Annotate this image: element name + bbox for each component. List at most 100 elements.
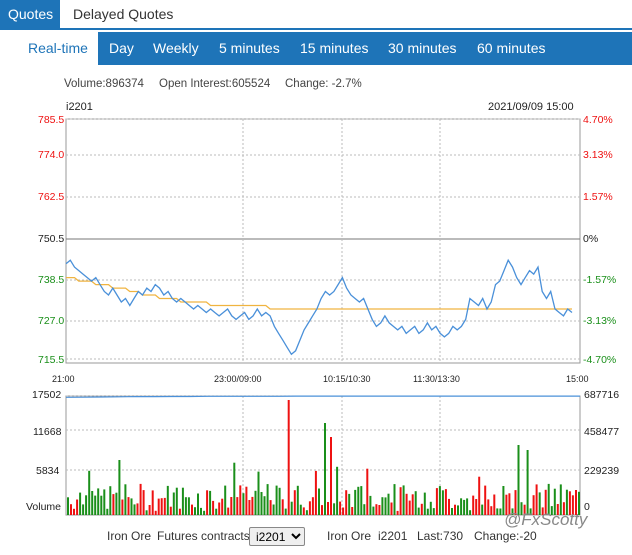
volume-bar	[221, 498, 224, 515]
volume-bar	[266, 484, 269, 515]
oi-axis-label: 0	[584, 501, 590, 513]
volume-bar	[263, 496, 266, 515]
price-label: 715.5	[38, 354, 65, 366]
volume-bar	[85, 495, 88, 515]
volume-bar	[565, 489, 568, 515]
oi-axis-label: 229239	[584, 465, 620, 477]
volume-bar	[444, 489, 447, 515]
time-label: 10:15/10:30	[323, 374, 371, 384]
volume-axis-label: 17502	[32, 389, 62, 401]
volume-bar	[568, 491, 571, 515]
volume-bar	[417, 507, 420, 515]
volume-bar	[318, 488, 320, 515]
volume-bar	[70, 504, 72, 515]
volume-bar	[541, 507, 544, 515]
pct-label: 4.70%	[583, 114, 613, 126]
volume-bar	[420, 503, 423, 515]
volume-bar	[336, 466, 339, 515]
volume-bar	[281, 499, 284, 515]
volume-bar	[363, 504, 366, 515]
volume-bar	[272, 504, 275, 515]
volume-bar	[457, 505, 459, 515]
volume-bar	[206, 490, 209, 515]
volume-bar	[248, 500, 251, 515]
volume-bar	[290, 501, 293, 515]
price-label: 762.5	[38, 191, 65, 203]
footer-last: Last:730	[417, 529, 464, 543]
volume-bar	[523, 504, 526, 515]
period-day[interactable]: Day	[109, 40, 134, 56]
volume-bar	[257, 471, 260, 515]
volume-axis-label: 5834	[36, 465, 60, 477]
volume-bar	[354, 489, 357, 515]
volume-bar	[426, 508, 429, 515]
volume-bar	[481, 504, 484, 515]
volume-bar	[414, 491, 417, 515]
footer-change: Change:-20	[474, 529, 537, 543]
volume-bar	[466, 498, 469, 515]
volume-bar	[218, 502, 221, 515]
price-line	[65, 258, 573, 356]
tab-delayed-quotes[interactable]: Delayed Quotes	[73, 6, 174, 22]
volume-bar	[378, 505, 381, 515]
volume-bar	[432, 508, 435, 515]
period-30min[interactable]: 30 minutes	[388, 40, 457, 56]
volume-bar	[112, 494, 115, 515]
volume-bar	[76, 499, 79, 515]
volume-bar	[448, 498, 450, 515]
volume-bar	[139, 483, 142, 515]
footer-contracts-label: Futures contracts	[157, 529, 250, 543]
volume-bar	[348, 493, 351, 515]
volume-bar	[532, 495, 535, 515]
period-5min[interactable]: 5 minutes	[219, 40, 280, 56]
volume-bar	[396, 510, 399, 515]
volume-bar	[224, 485, 227, 515]
tab-quotes[interactable]: Quotes	[0, 0, 60, 28]
period-60min[interactable]: 60 minutes	[477, 40, 546, 56]
oi-axis-label: 458477	[584, 426, 620, 438]
tab-underline	[0, 28, 632, 30]
volume-bar	[100, 495, 103, 515]
volume-bar	[148, 505, 151, 515]
volume-bar	[311, 497, 314, 515]
volume-bar	[305, 510, 308, 515]
volume-bar	[505, 494, 508, 515]
volume-bar	[463, 499, 466, 515]
volume-bar	[154, 510, 157, 515]
volume-bar	[169, 506, 172, 515]
volume-bar	[260, 492, 263, 515]
volume-bar	[200, 507, 202, 515]
period-15min[interactable]: 15 minutes	[300, 40, 369, 56]
volume-bar	[490, 506, 493, 515]
volume-bar	[236, 497, 239, 515]
volume-bar	[393, 484, 396, 515]
oi-axis-label: 687716	[584, 389, 620, 401]
price-volume-chart	[65, 118, 581, 516]
period-realtime[interactable]: Real-time	[18, 32, 98, 65]
volume-bar	[327, 502, 329, 515]
volume-bar	[475, 499, 478, 515]
volume-bar	[372, 506, 375, 515]
volume-bar	[175, 487, 178, 515]
volume-bar	[130, 498, 133, 515]
volume-bar	[553, 488, 556, 515]
volume-bar	[454, 504, 456, 515]
price-panel-frame	[65, 118, 581, 364]
time-label: 23:00/09:00	[214, 374, 262, 384]
volume-bar	[535, 484, 538, 515]
time-label: 11:30/13:30	[413, 374, 460, 384]
period-weekly[interactable]: Weekly	[153, 40, 199, 56]
volume-bar	[484, 485, 487, 515]
volume-bar	[575, 490, 577, 515]
price-label: 750.5	[38, 233, 65, 245]
volume-bar	[151, 490, 154, 515]
volume-bar	[308, 501, 311, 515]
volume-bar	[254, 490, 257, 515]
volume-bar	[242, 493, 245, 515]
volume-bar	[109, 486, 112, 515]
volume-bar	[166, 485, 169, 515]
volume-bar	[438, 486, 441, 515]
contract-select[interactable]: i2201	[249, 527, 305, 546]
volume-bar	[429, 501, 432, 515]
period-bar: Real-time Day Weekly 5 minutes 15 minute…	[18, 32, 632, 65]
